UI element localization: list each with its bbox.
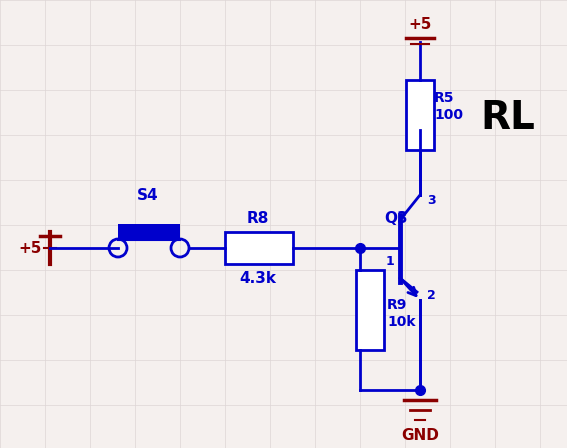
Text: S4: S4 [137,188,159,202]
Text: Q3: Q3 [384,211,408,225]
Text: R9: R9 [387,298,407,312]
Text: +5: +5 [408,17,431,31]
Text: 1: 1 [386,255,395,268]
Bar [225,232,293,264]
Bar [406,80,434,150]
Text: 4.3k: 4.3k [239,271,277,285]
Text: 3: 3 [427,194,435,207]
Text: 100: 100 [434,108,463,122]
Bar [356,270,384,350]
Text: RL: RL [480,99,535,137]
Text: GND: GND [401,427,439,443]
Text: 10k: 10k [387,315,416,329]
Text: R8: R8 [247,211,269,225]
Bar [118,224,180,240]
Text: 2: 2 [427,289,436,302]
Text: R5: R5 [434,91,455,105]
Text: +5: +5 [18,241,42,255]
